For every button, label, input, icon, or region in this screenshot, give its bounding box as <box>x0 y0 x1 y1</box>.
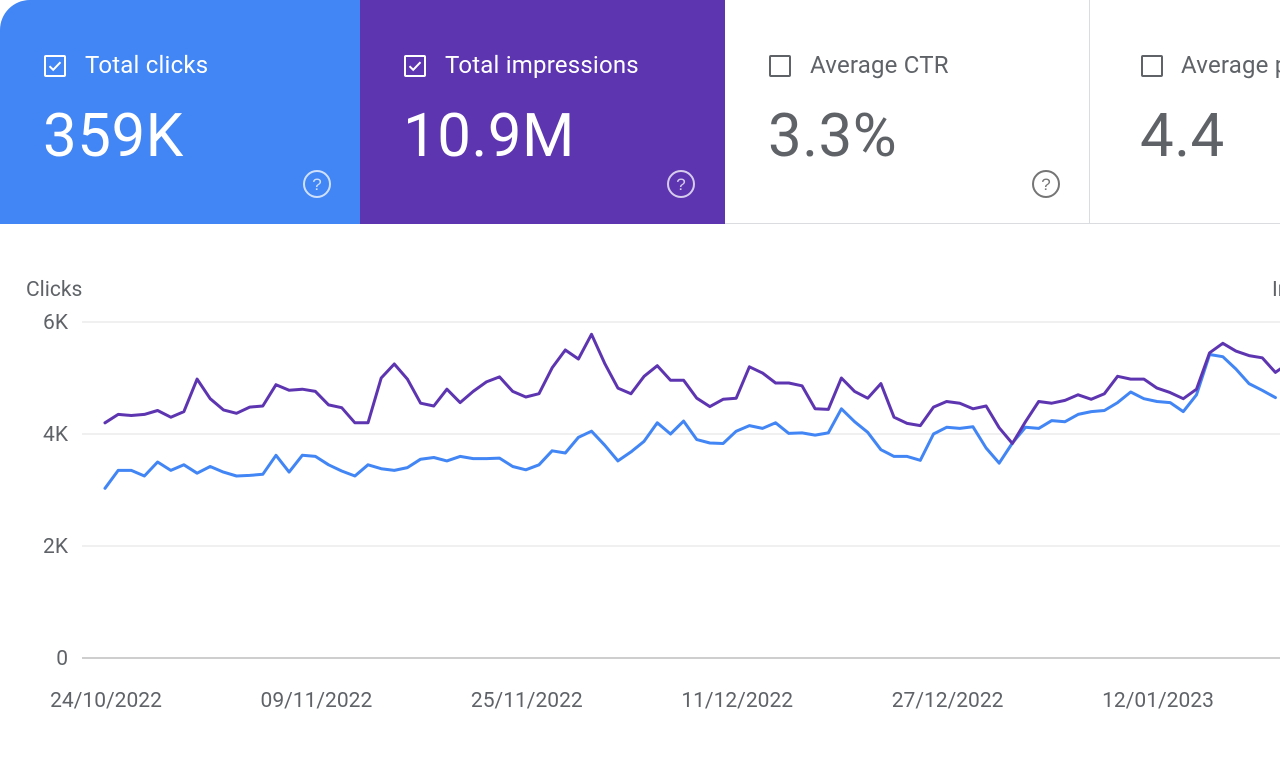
help-icon[interactable]: ? <box>1031 169 1061 199</box>
help-icon[interactable]: ? <box>666 169 696 199</box>
clicks-series-line <box>103 353 1277 490</box>
checkmark-icon <box>48 61 62 72</box>
checkmark-icon <box>408 61 422 72</box>
average-position-label: Average position <box>1181 51 1280 79</box>
y-tick-label: 2K <box>43 535 69 559</box>
x-tick-label: 09/11/2022 <box>261 689 373 713</box>
help-icon[interactable]: ? <box>302 169 332 199</box>
total-impressions-card[interactable]: Total impressions 10.9M ? <box>360 0 725 224</box>
x-tick-label: 12/01/2023 <box>1102 689 1214 713</box>
x-tick-label: 24/10/2022 <box>50 689 162 713</box>
metrics-divider <box>725 223 1280 224</box>
svg-text:?: ? <box>676 175 685 194</box>
metric-cards: Total clicks 359K ? Total impressions 10… <box>0 0 1280 224</box>
average-position-card[interactable]: Average position 4.4 <box>1091 0 1280 224</box>
performance-chart: Clicks Impressions 0 2K 4K 6K 24/10/2022 09/… <box>26 278 1280 713</box>
y-tick-label: 0 <box>56 647 68 671</box>
right-y-axis-label: Impressions <box>1272 278 1280 302</box>
average-position-checkbox[interactable] <box>1141 55 1163 77</box>
impressions-series-line <box>103 332 1280 445</box>
average-ctr-checkbox[interactable] <box>769 55 791 77</box>
total-clicks-card[interactable]: Total clicks 359K ? <box>0 0 360 224</box>
average-ctr-value: 3.3% <box>768 100 898 171</box>
total-impressions-value: 10.9M <box>403 100 575 171</box>
total-clicks-label: Total clicks <box>85 51 209 79</box>
y-axis-label: Clicks <box>26 278 82 302</box>
average-ctr-label: Average CTR <box>810 51 949 79</box>
total-impressions-checkbox[interactable] <box>404 55 426 77</box>
x-tick-label: 25/11/2022 <box>471 689 583 713</box>
svg-text:?: ? <box>312 175 321 194</box>
y-tick-label: 4K <box>43 423 69 447</box>
average-position-value: 4.4 <box>1140 100 1225 171</box>
x-tick-label: 27/12/2022 <box>892 689 1004 713</box>
svg-text:?: ? <box>1041 175 1050 194</box>
x-tick-label: 11/12/2022 <box>681 689 793 713</box>
y-tick-label: 6K <box>43 311 69 335</box>
total-clicks-checkbox[interactable] <box>44 55 66 77</box>
total-clicks-value: 359K <box>43 100 184 171</box>
average-ctr-card[interactable]: Average CTR 3.3% ? <box>725 0 1090 224</box>
total-impressions-label: Total impressions <box>445 51 639 79</box>
